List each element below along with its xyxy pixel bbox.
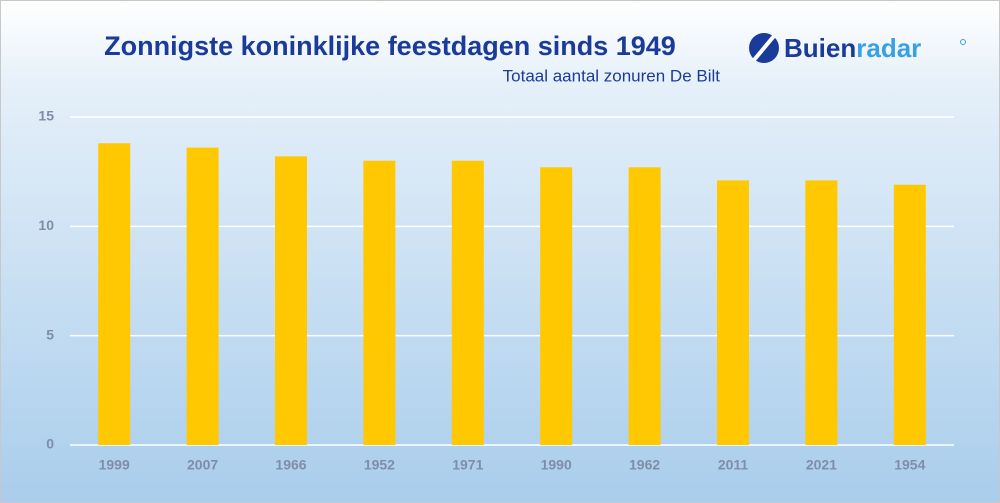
- logo: Buienradar: [749, 33, 966, 63]
- y-tick-label: 15: [38, 108, 54, 124]
- x-tick-label: 1971: [452, 457, 483, 473]
- x-tick-label: 1966: [275, 457, 306, 473]
- bar: [186, 147, 219, 445]
- logo-registered: [960, 39, 966, 45]
- logo-part: radar: [856, 33, 921, 63]
- x-tick-label: 2021: [806, 457, 837, 473]
- bar: [363, 160, 396, 445]
- chart-subtitle: Totaal aantal zonuren De Bilt: [503, 66, 721, 85]
- bar: [98, 143, 131, 446]
- y-tick-label: 10: [38, 217, 54, 233]
- chart-title: Zonnigste koninklijke feestdagen sinds 1…: [104, 31, 676, 61]
- logo-text: Buienradar: [784, 33, 921, 63]
- x-tick-label: 1962: [629, 457, 660, 473]
- y-tick-label: 0: [46, 436, 54, 452]
- x-tick-label: 1999: [99, 457, 130, 473]
- x-tick-label: 1990: [541, 457, 572, 473]
- bar: [540, 167, 573, 445]
- bar: [275, 156, 307, 446]
- bar: [451, 160, 484, 445]
- bar: [628, 167, 661, 445]
- y-tick-label: 5: [46, 326, 54, 342]
- logo-part: Buien: [784, 33, 856, 63]
- x-tick-label: 1954: [894, 457, 925, 473]
- logo-icon-stripe: [752, 34, 776, 62]
- x-tick-label: 2011: [718, 457, 749, 473]
- bar: [893, 184, 926, 445]
- bar: [717, 180, 749, 445]
- x-tick-label: 1952: [364, 457, 395, 473]
- x-tick-label: 2007: [187, 457, 218, 473]
- bar: [805, 180, 838, 445]
